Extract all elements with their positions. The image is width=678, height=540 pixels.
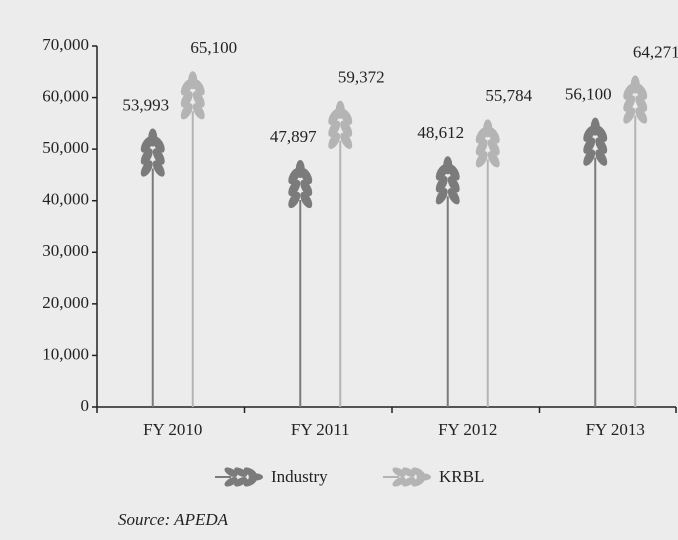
wheat-bar (140, 128, 165, 407)
y-tick-label: 30,000 (42, 241, 89, 260)
grain (180, 103, 193, 120)
wheat-bar (475, 119, 500, 408)
value-label: 55,784 (485, 86, 532, 105)
value-label: 64,271 (633, 42, 678, 61)
wheat-bar (288, 159, 313, 407)
grain (635, 83, 648, 100)
x-tick-label: FY 2012 (438, 420, 497, 439)
wheat-bar (623, 75, 648, 408)
legend-label: Industry (271, 467, 328, 486)
grain (475, 151, 488, 168)
grain (300, 191, 313, 209)
x-tick-label: FY 2011 (291, 420, 350, 439)
grain (411, 467, 425, 477)
wheat-bar (328, 100, 353, 407)
y-tick-label: 40,000 (42, 190, 89, 209)
grain (447, 176, 460, 193)
grain (392, 477, 406, 487)
grain (328, 132, 341, 149)
grain (435, 188, 448, 205)
grain (152, 148, 165, 165)
wheat-bar (180, 71, 205, 408)
grain (595, 125, 608, 142)
grain (234, 467, 248, 477)
grain (192, 79, 205, 96)
grain (288, 167, 301, 185)
y-tick-label: 0 (81, 396, 90, 415)
grain (435, 164, 448, 181)
grain (595, 149, 608, 166)
grain (224, 477, 238, 487)
grain (487, 127, 500, 144)
x-tick-label: FY 2013 (586, 420, 645, 439)
grain (340, 120, 353, 137)
grain (595, 137, 608, 154)
grain (140, 160, 153, 177)
grain (487, 151, 500, 168)
grain (234, 477, 248, 487)
legend-label: KRBL (439, 467, 484, 486)
grain (392, 467, 406, 477)
legend-icon (214, 467, 263, 487)
grain (243, 477, 257, 487)
source-note: Source: APEDA (118, 510, 229, 529)
grain (288, 179, 301, 197)
value-label: 48,612 (417, 123, 464, 142)
grain (192, 103, 205, 120)
grain (475, 127, 488, 144)
value-label: 53,993 (122, 95, 169, 114)
grain (583, 137, 596, 154)
grain (635, 95, 648, 112)
grain (583, 149, 596, 166)
grain (140, 148, 153, 165)
grain (435, 176, 448, 193)
value-label: 56,100 (565, 85, 612, 104)
grain (328, 108, 341, 125)
grain (288, 191, 301, 209)
value-label: 65,100 (190, 38, 237, 57)
grain (152, 136, 165, 153)
grain (243, 467, 257, 477)
grain (411, 477, 425, 487)
grain (192, 91, 205, 108)
grain (635, 107, 648, 124)
value-label: 47,897 (270, 127, 317, 146)
y-tick-label: 10,000 (42, 344, 89, 363)
grain (328, 120, 341, 137)
grain (583, 125, 596, 142)
grain (180, 79, 193, 96)
grain (300, 179, 313, 197)
grain (402, 467, 416, 477)
grain (487, 139, 500, 156)
grain (340, 108, 353, 125)
grain (475, 139, 488, 156)
value-label: 59,372 (338, 68, 385, 87)
y-tick-label: 70,000 (42, 35, 89, 54)
grain (623, 83, 636, 100)
grain (402, 477, 416, 487)
x-tick-label: FY 2010 (143, 420, 202, 439)
grain (623, 107, 636, 124)
grain (447, 164, 460, 181)
grain (340, 132, 353, 149)
grain (140, 136, 153, 153)
y-tick-label: 60,000 (42, 86, 89, 105)
wheat-bar (583, 117, 608, 407)
y-tick-label: 20,000 (42, 293, 89, 312)
grain (180, 91, 193, 108)
grain (300, 167, 313, 185)
wheat-bar (435, 156, 460, 407)
grain (224, 467, 238, 477)
legend-icon (382, 467, 431, 487)
grain (623, 95, 636, 112)
grain (152, 160, 165, 177)
grain (447, 188, 460, 205)
y-tick-label: 50,000 (42, 138, 89, 157)
